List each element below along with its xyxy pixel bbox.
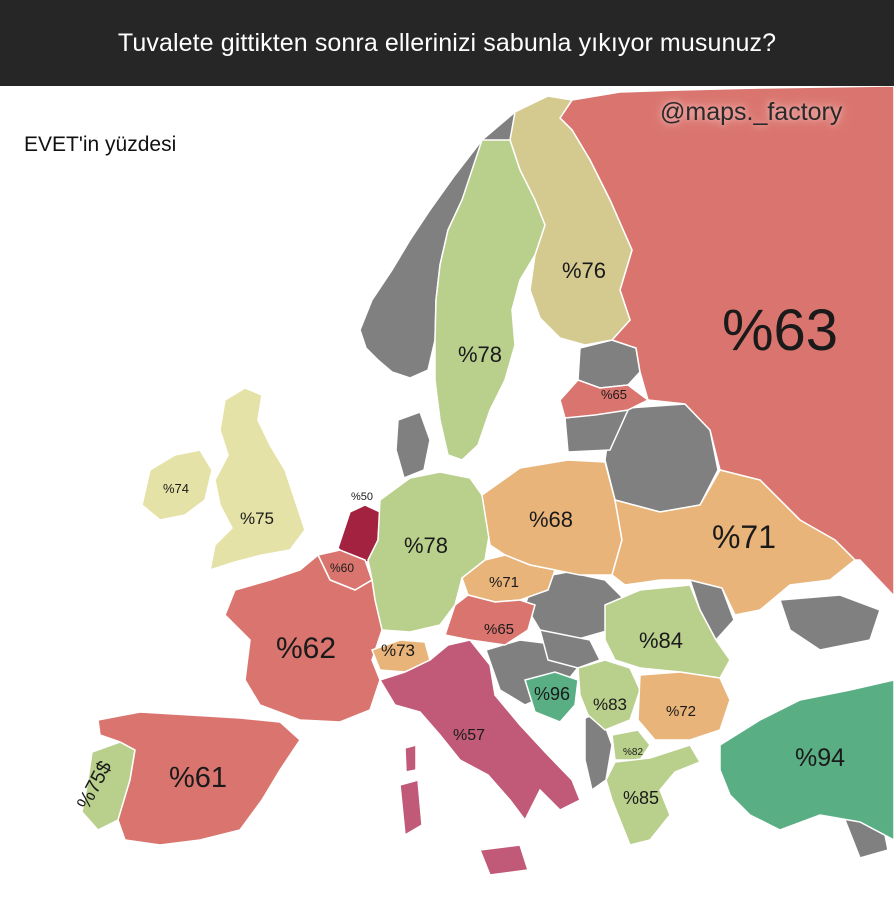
- corsica-shape: [404, 744, 417, 773]
- label-germany: %78: [404, 533, 448, 558]
- bosnia-shape: [524, 671, 579, 723]
- countries-layer: [81, 86, 894, 876]
- ireland-shape: [141, 449, 213, 521]
- label-france: %62: [276, 632, 336, 665]
- label-belgium: %60: [330, 561, 354, 575]
- uk-shape: [209, 387, 306, 572]
- label-sweden: %78: [458, 342, 502, 367]
- austria-shape: [444, 594, 536, 646]
- label-finland: %76: [562, 258, 606, 283]
- romania-shape: [604, 584, 731, 679]
- label-czechia: %71: [489, 574, 519, 591]
- lithuania-shape: [559, 379, 650, 419]
- label-netherlands: %50: [351, 491, 373, 503]
- map-title: Tuvalete gittikten sonra ellerinizi sabu…: [0, 0, 894, 86]
- label-switzerland: %73: [381, 641, 415, 660]
- france-shape: [224, 553, 383, 723]
- sweden-shape: [434, 139, 546, 461]
- ukraine-shape: [611, 469, 857, 616]
- label-serbia: %83: [593, 695, 627, 714]
- estonia-latvia-shape: [577, 339, 641, 389]
- bulgaria-shape: [637, 671, 731, 741]
- spain-shape: [97, 711, 301, 846]
- denmark-shape: [395, 411, 431, 480]
- label-bulgaria: %72: [666, 703, 696, 720]
- serbia-shape: [577, 659, 641, 731]
- north-macedonia-shape: [611, 729, 651, 761]
- sardinia-shape: [399, 779, 423, 837]
- label-uk: %75: [240, 509, 274, 528]
- label-greece: %85: [623, 788, 659, 808]
- label-north-macedonia: %82: [623, 747, 643, 758]
- label-ukraine: %71: [712, 519, 776, 555]
- no-data-countries: [359, 95, 889, 859]
- turkey-shape: [719, 679, 894, 841]
- label-ireland: %74: [163, 481, 189, 496]
- label-turkey: %94: [795, 744, 845, 772]
- sicily-shape: [478, 844, 529, 876]
- label-russia: %63: [722, 298, 838, 363]
- label-spain: %61: [169, 762, 227, 794]
- europe-map: %63 %76 %78 %65 %74 %75 %50 %60 %78 %68 …: [73, 86, 894, 876]
- label-lithuania: %65: [601, 387, 627, 402]
- label-austria: %65: [484, 621, 514, 638]
- label-italy: %57: [453, 727, 485, 744]
- watermark: @maps._factory: [660, 98, 843, 126]
- italy-shape: [378, 639, 581, 822]
- caucasus-shape: [778, 594, 881, 651]
- greece-shape: [605, 744, 702, 846]
- legend-subtitle: EVET'in yüzdesi: [24, 133, 177, 156]
- label-bosnia: %96: [534, 684, 570, 704]
- label-romania: %84: [639, 628, 683, 653]
- label-poland: %68: [529, 507, 573, 532]
